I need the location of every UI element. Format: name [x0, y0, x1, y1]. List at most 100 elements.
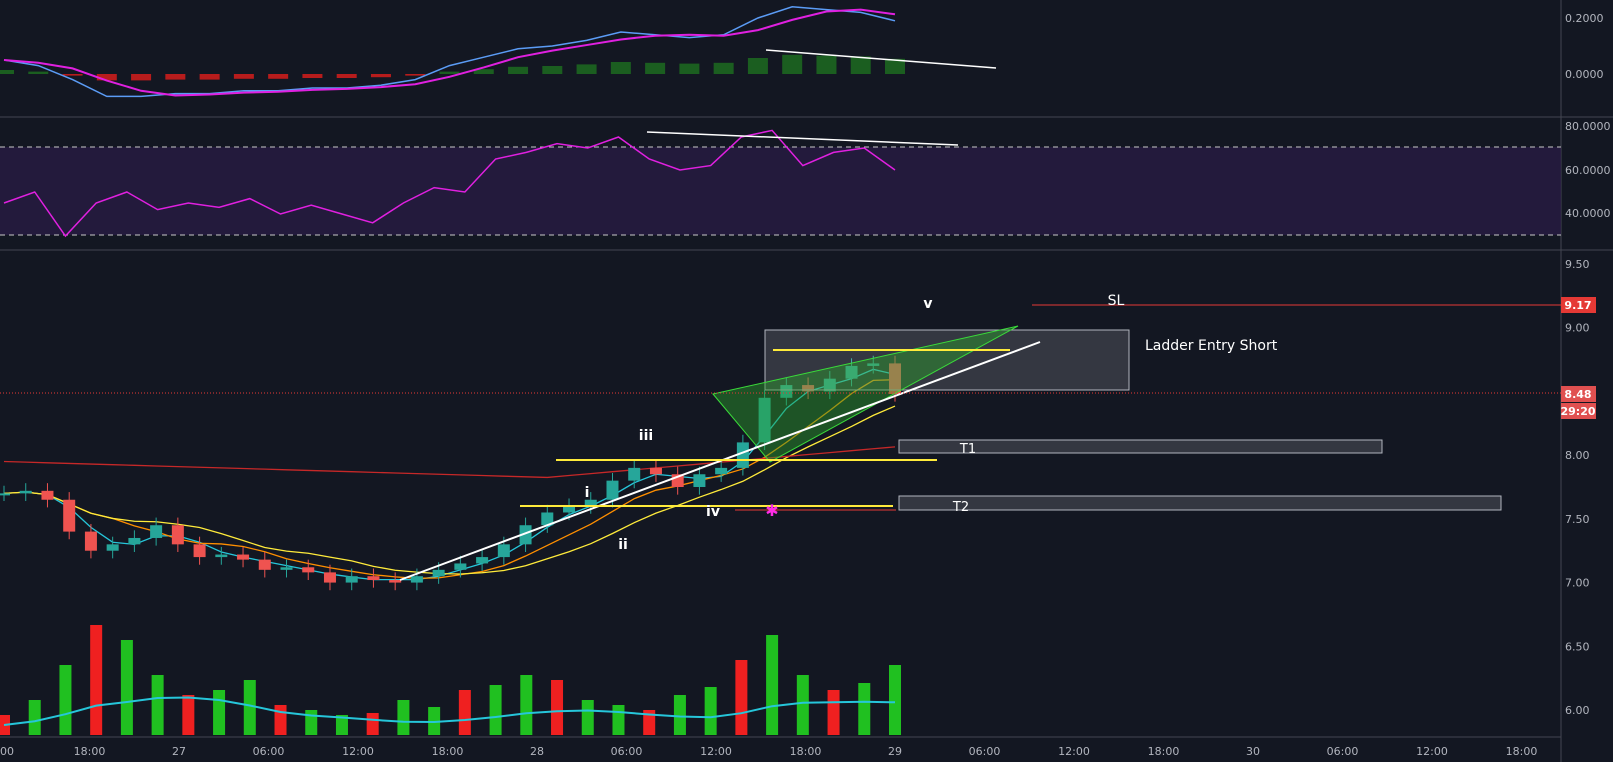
candle-body: [410, 576, 423, 583]
volume-bar: [274, 705, 287, 735]
target1-label: T1: [959, 442, 976, 457]
time-tick: 18:00: [1506, 745, 1538, 758]
time-tick: 06:00: [611, 745, 643, 758]
time-tick: 30: [1246, 745, 1260, 758]
wedge-triangle[interactable]: [712, 325, 1019, 463]
candle-body: [693, 474, 706, 487]
candle-body: [280, 567, 293, 570]
rsi-divergence-line[interactable]: [646, 131, 959, 146]
candle-body: [84, 531, 97, 551]
candle-body: [454, 563, 467, 570]
candle-body: [19, 490, 32, 494]
macd-tick-2: 0.0000: [1565, 68, 1604, 81]
macd-histogram-bar: [336, 74, 357, 78]
target2-label: T2: [952, 500, 969, 515]
time-tick: 12:00: [1058, 745, 1090, 758]
volume-bar: [243, 680, 256, 735]
candle-body: [215, 554, 228, 558]
rsi-tick-1: 80.0000: [1565, 120, 1611, 133]
macd-histogram-bar: [713, 62, 734, 74]
candle-body: [258, 559, 271, 570]
candle-body: [302, 567, 315, 573]
macd-histogram-bar: [268, 74, 289, 79]
price-tick: 7.00: [1565, 577, 1590, 590]
candle-body: [497, 544, 510, 558]
volume-bar: [458, 690, 471, 735]
time-tick: 27: [172, 745, 186, 758]
price-tick: 9.00: [1565, 322, 1590, 335]
volume-bar: [735, 660, 748, 735]
candle-body: [476, 557, 489, 564]
sl-price-badge: [1561, 297, 1596, 313]
candle-body: [128, 537, 141, 545]
candle-body: [606, 480, 619, 500]
candle-body: [541, 512, 554, 526]
volume-bar: [120, 640, 133, 735]
candle-body: [519, 525, 532, 545]
volume-bar: [366, 713, 379, 735]
sl-label: SL: [1108, 293, 1125, 309]
candle-body: [323, 572, 336, 583]
candle-body: [649, 467, 662, 475]
macd-histogram-bar: [131, 74, 152, 81]
candle-body: [736, 442, 749, 468]
volume-bar: [90, 625, 103, 735]
macd-histogram-bar: [782, 54, 803, 74]
price-tick: 6.00: [1565, 704, 1590, 717]
candle-body: [63, 499, 76, 532]
volume-bar: [520, 675, 533, 735]
time-tick: 12:00: [1416, 745, 1448, 758]
rsi-tick-3: 40.0000: [1565, 207, 1611, 220]
time-tick: 06:00: [253, 745, 285, 758]
macd-histogram-bar: [165, 74, 186, 80]
volume-bar: [827, 690, 840, 735]
volume-bar: [489, 685, 502, 735]
drawings[interactable]: ✱ v SL Ladder Entry Short T1 T2 iii i iv…: [0, 49, 1561, 581]
macd-histogram-bar: [850, 56, 871, 74]
wave-label-ii: ii: [618, 537, 628, 553]
macd-histogram-bar: [199, 74, 220, 80]
price-tick: 7.50: [1565, 513, 1590, 526]
moving-average-line: [3, 405, 896, 575]
time-tick: 06:00: [1327, 745, 1359, 758]
wave-label-iii: iii: [639, 428, 653, 444]
time-tick: 12:00: [700, 745, 732, 758]
price-tick: 9.50: [1565, 258, 1590, 271]
volume-bar: [151, 675, 164, 735]
wave-label-v: v: [923, 296, 932, 312]
macd-pane: [0, 6, 905, 98]
countdown-badge: [1561, 403, 1596, 419]
macd-histogram-bar: [405, 74, 426, 76]
macd-histogram-bar: [302, 74, 323, 78]
candle-body: [563, 506, 576, 513]
macd-histogram-bar: [439, 71, 460, 74]
volume-bar: [612, 705, 625, 735]
volume-bar: [673, 695, 686, 735]
candle-body: [845, 365, 858, 379]
macd-tick-1: 0.2000: [1565, 12, 1604, 25]
volume-bar: [28, 700, 41, 735]
price-tick: 8.00: [1565, 449, 1590, 462]
volume-bar: [335, 715, 348, 735]
macd-histogram-bar: [0, 70, 14, 74]
rsi-tick-2: 60.0000: [1565, 164, 1611, 177]
target1-box[interactable]: [898, 439, 1383, 454]
volume-ma-line: [3, 696, 896, 726]
time-tick: 00: [0, 745, 14, 758]
entry-box[interactable]: [764, 329, 1130, 391]
time-tick: 12:00: [342, 745, 374, 758]
macd-histogram-bar: [610, 62, 631, 74]
candle-body: [41, 490, 54, 500]
volume-pane: [0, 625, 901, 735]
candle-body: [106, 544, 119, 551]
star-marker-icon: ✱: [765, 501, 778, 520]
macd-divergence-line[interactable]: [765, 49, 997, 69]
target2-box[interactable]: [898, 495, 1502, 511]
macd-histogram-bar: [96, 74, 117, 81]
time-tick: 18:00: [74, 745, 106, 758]
candle-body: [150, 525, 163, 538]
volume-bar: [796, 675, 809, 735]
volume-bar: [182, 695, 195, 735]
candle-body: [171, 525, 184, 545]
